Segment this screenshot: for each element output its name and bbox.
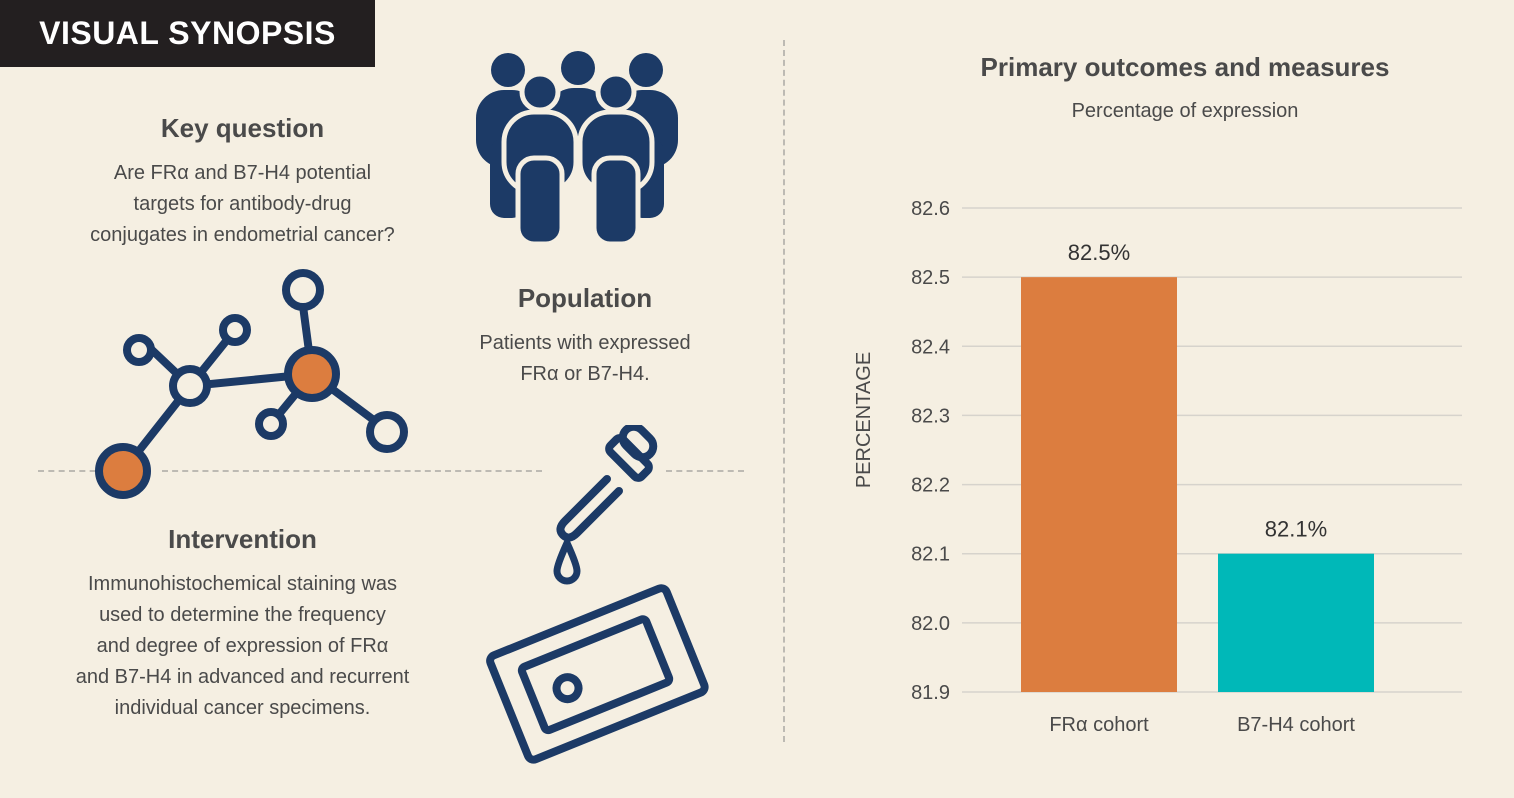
x-tick-label: FRα cohort — [1049, 714, 1149, 736]
intervention-line: and degree of expression of FRα — [96, 635, 389, 657]
y-tick-label: 81.9 — [911, 682, 950, 704]
population-block: Population Patients with expressed FRα o… — [440, 283, 730, 390]
intervention-text: Immunohistochemical staining was used to… — [40, 569, 445, 724]
molecule-icon — [95, 269, 408, 499]
intervention-line: and B7-H4 in advanced and recurrent — [75, 666, 410, 688]
bar — [1021, 277, 1177, 692]
y-tick-label: 82.2 — [911, 475, 950, 497]
y-tick-label: 82.6 — [911, 198, 950, 220]
y-tick-label: 82.0 — [911, 613, 950, 635]
chart-subtitle: Percentage of expression — [1071, 100, 1299, 122]
y-tick-label: 82.4 — [911, 336, 950, 358]
people-group-icon — [476, 51, 678, 247]
chart-title: Primary outcomes and measures — [980, 52, 1390, 82]
population-line: Patients with expressed — [479, 332, 691, 354]
key-question-text: Are FRα and B7-H4 potential targets for … — [40, 158, 445, 251]
bar-value-label: 82.1% — [1265, 517, 1327, 542]
dropper-icon — [553, 425, 658, 585]
y-tick-label: 82.5 — [911, 267, 950, 289]
intervention-line: Immunohistochemical staining was — [87, 573, 398, 595]
key-question-line: Are FRα and B7-H4 potential — [113, 162, 372, 184]
slide-icon — [486, 584, 709, 764]
horizontal-divider-left — [38, 470, 106, 472]
key-question-block: Key question Are FRα and B7-H4 potential… — [40, 113, 445, 251]
intervention-line: used to determine the frequency — [99, 604, 386, 626]
intervention-line: individual cancer specimens. — [114, 697, 371, 719]
vertical-divider — [783, 40, 785, 742]
horizontal-divider-right — [666, 470, 744, 472]
y-tick-label: 82.3 — [911, 405, 950, 427]
horizontal-divider-middle — [162, 470, 542, 472]
bar-chart: 82.6 82.5 82.4 82.3 82.2 82.1 82.0 81.9 PERCENTA… — [853, 198, 1462, 736]
bar-value-label: 82.5% — [1068, 240, 1130, 265]
population-line: FRα or B7-H4. — [520, 363, 650, 385]
visual-synopsis-badge: VISUAL SYNOPSIS — [0, 0, 375, 67]
population-title: Population — [517, 283, 653, 313]
intervention-block: Intervention Immunohistochemical stainin… — [40, 524, 445, 724]
y-tick-label: 82.1 — [911, 544, 950, 566]
key-question-line: conjugates in endometrial cancer? — [90, 224, 395, 246]
key-question-title: Key question — [160, 113, 325, 143]
y-axis-label: PERCENTAGE — [853, 352, 875, 488]
bar — [1218, 553, 1374, 692]
key-question-line: targets for antibody-drug — [133, 193, 352, 215]
population-text: Patients with expressed FRα or B7-H4. — [440, 328, 730, 390]
intervention-title: Intervention — [168, 524, 317, 554]
x-tick-label: B7-H4 cohort — [1237, 714, 1355, 736]
